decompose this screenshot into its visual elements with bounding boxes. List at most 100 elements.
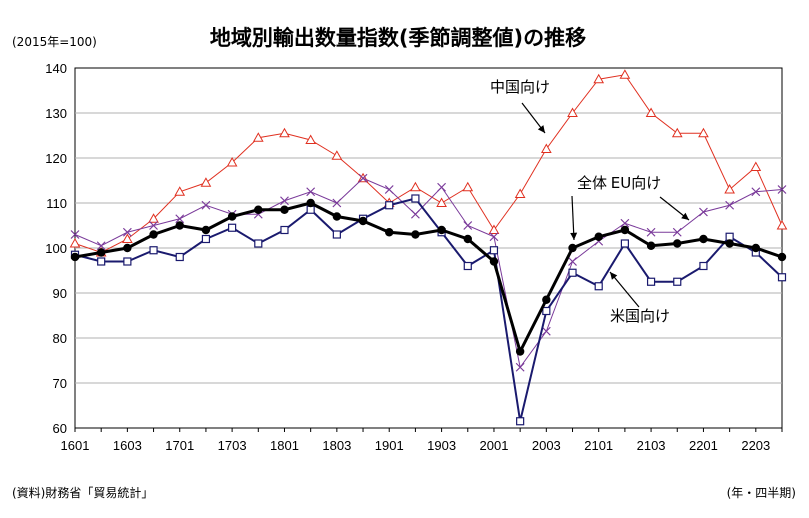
data-point-circle xyxy=(515,347,525,356)
data-point-triangle xyxy=(252,132,264,142)
x-tick-label: 2101 xyxy=(584,438,613,453)
data-point-triangle xyxy=(567,107,578,117)
data-point-circle xyxy=(751,243,761,253)
data-point-circle xyxy=(437,225,446,235)
data-point-x xyxy=(568,257,577,266)
data-point-square xyxy=(149,246,158,255)
data-point-square xyxy=(332,230,341,239)
data-point-square xyxy=(542,306,551,316)
series-line xyxy=(74,197,783,422)
data-point-square xyxy=(777,273,787,282)
data-point-square xyxy=(620,239,629,248)
data-point-circle xyxy=(646,241,656,250)
data-point-triangle xyxy=(305,134,317,144)
data-point-triangle xyxy=(724,183,735,194)
x-tick-label: 1901 xyxy=(375,438,404,453)
data-point-x xyxy=(149,221,158,230)
data-point-square xyxy=(201,234,211,244)
y-tick-label: 120 xyxy=(45,151,67,166)
x-unit-label: (年・四半期) xyxy=(727,486,796,500)
y-tick-label: 100 xyxy=(45,241,67,256)
x-tick-label: 2201 xyxy=(689,438,718,453)
data-point-circle xyxy=(280,205,289,214)
data-point-triangle xyxy=(593,73,605,84)
y-tick-label: 60 xyxy=(53,421,67,436)
data-point-square xyxy=(175,252,184,262)
unit-note: (2015年=100) xyxy=(12,35,97,49)
y-tick-label: 140 xyxy=(45,61,67,76)
data-point-triangle xyxy=(436,197,447,207)
data-point-circle xyxy=(96,248,106,257)
data-point-x xyxy=(306,187,316,197)
data-point-square xyxy=(673,277,682,286)
data-point-circle xyxy=(411,230,420,239)
data-point-triangle xyxy=(698,127,709,138)
data-point-x xyxy=(751,187,761,197)
data-point-triangle xyxy=(331,150,343,160)
data-point-square xyxy=(385,201,394,210)
data-point-x xyxy=(699,207,708,217)
data-point-x xyxy=(725,200,735,210)
data-point-circle xyxy=(699,234,708,244)
data-point-triangle xyxy=(671,127,683,138)
data-point-square xyxy=(228,223,237,232)
x-tick-label: 1801 xyxy=(270,438,299,453)
annotation-arrow-head xyxy=(610,272,618,280)
data-point-triangle xyxy=(488,224,500,234)
x-axis-ticks: 1601 1603 1701 1703 1801 1803 1901 1903 2001 2003… xyxy=(61,428,783,453)
data-point-square xyxy=(594,282,603,291)
data-point-circle xyxy=(175,221,184,230)
data-point-circle xyxy=(725,239,734,248)
data-point-triangle xyxy=(776,219,788,230)
x-tick-label: 1903 xyxy=(427,438,456,453)
data-point-x xyxy=(437,182,447,192)
data-point-x xyxy=(332,198,342,208)
data-point-square xyxy=(699,261,708,271)
data-point-circle xyxy=(385,228,394,237)
data-point-x xyxy=(646,227,656,237)
series-annotation: 中国向け xyxy=(490,78,550,96)
data-point-square xyxy=(489,246,499,255)
data-point-x xyxy=(489,232,499,242)
data-point-x xyxy=(122,227,132,237)
data-point-triangle xyxy=(122,233,133,243)
series-annotation: EU向け xyxy=(611,174,661,192)
x-tick-label: 1803 xyxy=(322,438,351,453)
series-square xyxy=(70,194,787,426)
data-point-square xyxy=(646,277,656,286)
annotation-arrow-line xyxy=(571,195,575,241)
y-tick-label: 110 xyxy=(46,196,67,211)
series-annotation: 全体 xyxy=(577,174,607,192)
data-point-x xyxy=(96,241,106,251)
data-point-square xyxy=(123,257,132,266)
data-point-circle xyxy=(149,230,158,239)
data-point-circle xyxy=(254,205,263,214)
data-point-triangle xyxy=(148,213,159,223)
series-annotation: 米国向け xyxy=(610,307,670,325)
x-tick-label: 1603 xyxy=(113,438,142,453)
data-point-x xyxy=(280,196,289,206)
data-point-square xyxy=(411,194,420,203)
data-point-x xyxy=(201,200,211,210)
data-point-x xyxy=(463,221,473,230)
data-point-triangle xyxy=(200,177,212,187)
data-point-circle xyxy=(568,243,577,253)
data-point-square xyxy=(516,417,525,426)
data-point-triangle xyxy=(69,237,81,248)
data-point-square xyxy=(254,239,263,248)
data-point-circle xyxy=(201,225,211,235)
annotation-arrow-line xyxy=(609,271,640,308)
y-tick-label: 70 xyxy=(53,376,67,391)
data-point-x xyxy=(70,230,80,239)
chart-title: 地域別輸出数量指数(季節調整値)の推移 xyxy=(210,26,586,50)
data-point-triangle xyxy=(540,143,552,153)
data-point-x xyxy=(672,227,682,237)
x-tick-label: 1701 xyxy=(165,438,194,453)
series-x xyxy=(70,173,787,372)
x-tick-label: 1703 xyxy=(218,438,247,453)
data-point-circle xyxy=(332,212,342,221)
annotation-arrow-head xyxy=(570,232,578,240)
series-layer xyxy=(69,69,788,426)
